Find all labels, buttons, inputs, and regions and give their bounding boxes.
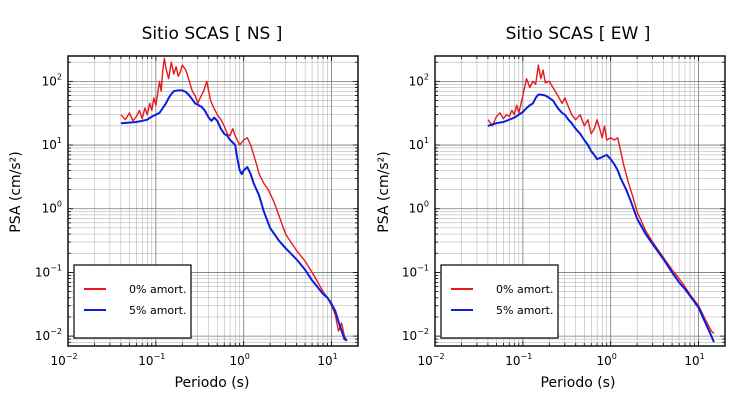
x-tick-label: 10−1 (505, 352, 532, 368)
series-line-1 (120, 89, 348, 342)
x-tick-exp: 0 (612, 352, 617, 361)
series-line-0 (120, 57, 348, 341)
x-tick-label: 100 (597, 352, 617, 368)
x-axis-label: Periodo (s) (175, 375, 250, 391)
x-tick-exp: 1 (333, 352, 338, 361)
x-tick-labels: 10−2 10−1 100 101 (50, 352, 337, 368)
x-tick-label: 10−2 (50, 352, 77, 368)
y-tick-exp: −2 (417, 327, 429, 336)
y-tick-base: 10 (409, 202, 424, 216)
grid-lines (434, 56, 726, 347)
y-axis-label: PSA (cm/s²) (376, 151, 392, 233)
y-tick-exp: 1 (424, 136, 429, 145)
y-tick-label: 10−2 (35, 327, 62, 343)
y-tick-label: 101 (409, 136, 429, 152)
x-tick-label: 100 (230, 352, 250, 368)
y-tick-base: 10 (409, 74, 424, 88)
x-tick-base: 10 (317, 354, 332, 368)
y-tick-exp: −2 (50, 327, 62, 336)
legend-box (73, 264, 192, 339)
y-tick-exp: −1 (50, 263, 62, 272)
series-lines (120, 57, 348, 342)
y-axis-label: PSA (cm/s²) (8, 151, 24, 233)
x-tick-label: 101 (684, 352, 704, 368)
legend-label-1: 5% amort. (496, 304, 553, 317)
y-tick-base: 10 (42, 138, 57, 152)
y-tick-base: 10 (42, 202, 57, 216)
x-tick-labels: 10−2 10−1 100 101 (417, 352, 704, 368)
x-tick-exp: −1 (154, 352, 166, 361)
panel-title: Sitio SCAS [ EW ] (506, 24, 651, 44)
x-tick-exp: −2 (433, 352, 445, 361)
x-tick-exp: −1 (521, 352, 533, 361)
x-tick-label: 10−1 (138, 352, 165, 368)
x-tick-exp: 0 (245, 352, 250, 361)
y-tick-base: 10 (42, 74, 57, 88)
y-tick-label: 100 (42, 200, 62, 216)
y-tick-label: 10−1 (402, 263, 429, 279)
legend: 0% amort. 5% amort. (440, 264, 559, 339)
x-axis-label: Periodo (s) (541, 375, 616, 391)
y-tick-label: 102 (42, 72, 62, 88)
legend: 0% amort. 5% amort. (73, 264, 192, 339)
y-tick-base: 10 (35, 329, 50, 343)
x-tick-base: 10 (138, 354, 153, 368)
legend-box (440, 264, 559, 339)
tick-marks (434, 56, 726, 347)
legend-label-0: 0% amort. (496, 283, 553, 296)
legend-label-1: 5% amort. (129, 304, 186, 317)
legend-label-0: 0% amort. (129, 283, 186, 296)
series-line-1 (487, 93, 715, 343)
x-tick-label: 101 (317, 352, 337, 368)
plot-frame (67, 55, 359, 347)
x-tick-base: 10 (50, 354, 65, 368)
panel-ew: Sitio SCAS [ EW ] 10−2 10−1 100 101 10−210−… (376, 24, 726, 391)
x-tick-label: 10−2 (417, 352, 444, 368)
x-tick-base: 10 (505, 354, 520, 368)
y-tick-exp: 0 (424, 200, 429, 209)
x-tick-base: 10 (597, 354, 612, 368)
x-tick-base: 10 (417, 354, 432, 368)
series-line-0 (487, 64, 715, 335)
plot-frame (434, 55, 726, 347)
tick-marks (67, 56, 359, 347)
y-tick-base: 10 (409, 138, 424, 152)
y-tick-label: 100 (409, 200, 429, 216)
panel-ns: Sitio SCAS [ NS ] 10−2 10−1 100 101 10−210−… (8, 24, 359, 391)
x-tick-base: 10 (684, 354, 699, 368)
y-tick-base: 10 (402, 329, 417, 343)
y-tick-label: 10−2 (402, 327, 429, 343)
y-tick-label: 10−1 (35, 263, 62, 279)
y-tick-label: 102 (409, 72, 429, 88)
y-tick-base: 10 (402, 265, 417, 279)
y-tick-exp: 0 (57, 200, 62, 209)
y-tick-exp: 2 (57, 72, 62, 81)
y-tick-exp: 1 (57, 136, 62, 145)
x-tick-exp: 1 (700, 352, 705, 361)
y-tick-exp: 2 (424, 72, 429, 81)
panel-title: Sitio SCAS [ NS ] (142, 24, 283, 44)
y-tick-label: 101 (42, 136, 62, 152)
series-lines (487, 64, 715, 343)
x-tick-base: 10 (230, 354, 245, 368)
y-tick-exp: −1 (417, 263, 429, 272)
x-tick-exp: −2 (66, 352, 78, 361)
y-tick-base: 10 (35, 265, 50, 279)
